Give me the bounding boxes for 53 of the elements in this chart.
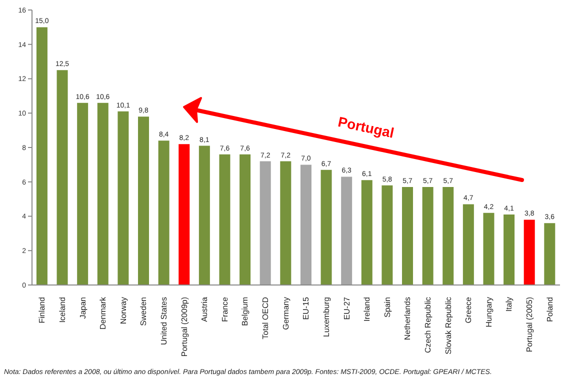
x-tick-label: Greece [464,296,474,324]
bar [300,164,312,285]
x-tick-label: Hungary [484,297,494,328]
x-tick-label: Netherlands [403,297,412,340]
x-tick-label: Austria [200,296,210,322]
bar [462,204,474,285]
bar [97,102,108,285]
x-tick-label: EU-15 [302,296,311,320]
x-tick-label: Ireland [362,297,372,322]
bar [320,170,332,285]
bar [402,187,414,285]
x-tick-label: Norway [118,297,128,324]
x-tick-label: Denmark [98,296,108,330]
bar [158,140,170,285]
x-tick-label: Czech Republic [424,297,432,354]
x-tick-label: Germany [281,297,290,330]
bar [118,111,129,285]
bar [240,154,251,285]
x-tick-label: Portugal (2005) [525,296,534,352]
bar [36,27,48,285]
bar [504,214,515,285]
bar [544,223,556,285]
bar [280,161,292,285]
annotation: Portugal [336,113,396,141]
bar [178,144,190,285]
x-tick-label: France [220,296,230,322]
x-tick-label: Sweden [139,297,148,326]
x-tick-label: Slovak Republic [444,297,453,354]
x-tick-label: Portugal (2009p) [180,296,189,357]
x-tick-label: Spain [382,297,392,318]
bar [382,185,393,285]
bar [260,161,271,285]
bar [138,116,150,285]
x-tick-label: Iceland [58,297,67,323]
bar [77,102,88,285]
bar [422,187,434,285]
bar [361,180,372,285]
x-tick-label: EU-27 [342,296,352,320]
bar [56,70,68,285]
bar [341,176,352,285]
x-tick-label: Italy [504,297,514,312]
x-tick-label: Japan [78,297,88,319]
x-tick-label: Total OECD [261,296,270,340]
x-tick-label: Finland [38,297,47,324]
bar [198,146,210,285]
x-tick-label: Poland [545,297,554,322]
bar [219,154,230,285]
x-tick-label: Belgium [240,296,250,326]
x-tick-label: Luxemburg [322,297,331,338]
bar [524,220,535,285]
bar [442,187,454,285]
bar [483,212,494,285]
x-tick-label: United States [160,297,168,346]
